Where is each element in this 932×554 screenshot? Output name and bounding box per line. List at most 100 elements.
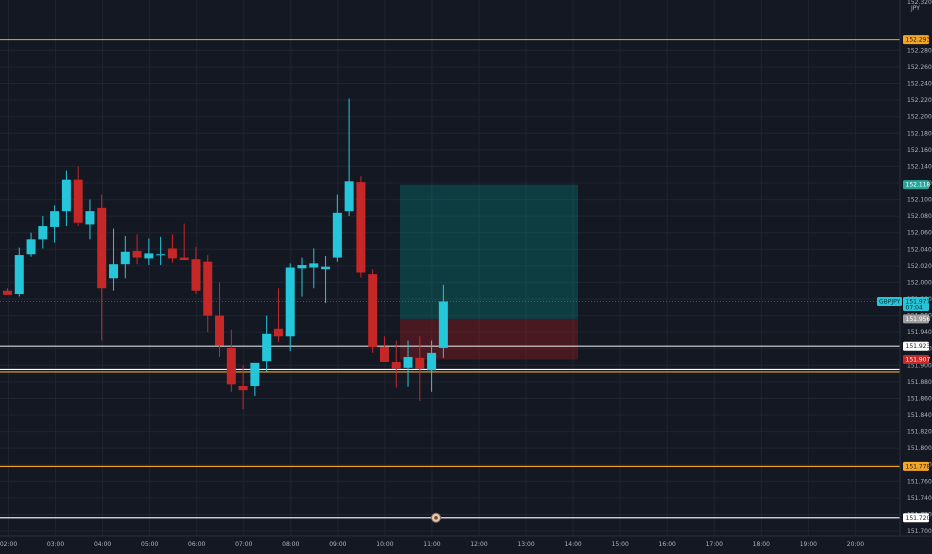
candle-body-down: [203, 261, 213, 316]
price-axis-tick-label: 151.700: [907, 528, 932, 535]
candle-body-up: [26, 239, 36, 255]
candle-body-down: [191, 259, 201, 291]
candle-body-down: [379, 347, 389, 362]
candle-body-up: [156, 254, 166, 256]
candle-body-up: [297, 265, 307, 269]
entry-price-tag-bg: [903, 314, 929, 324]
profit-zone: [400, 184, 578, 319]
price-axis-tick-label: 151.760: [907, 478, 932, 485]
symbol-tag: GBPJPY: [879, 298, 901, 305]
candle-body-down: [167, 248, 177, 259]
candle-body-down: [415, 357, 425, 369]
time-axis-label: 03:00: [47, 541, 64, 548]
price-axis-tick-label: 152.020: [907, 263, 932, 270]
price-axis-top-label: 152.320: [907, 0, 932, 6]
stop-price-tag: 151.907: [906, 356, 931, 363]
candle-body-down: [226, 347, 236, 385]
countdown-label: 07:04: [906, 304, 923, 311]
price-axis-tick-label: 151.820: [907, 429, 932, 436]
currency-label: JPY: [910, 5, 920, 12]
candle-body-down: [97, 207, 107, 289]
time-axis-label: 11:00: [423, 541, 440, 548]
candle-body-up: [438, 301, 448, 348]
time-axis-label: 05:00: [141, 541, 158, 548]
time-axis-label: 17:00: [706, 541, 723, 548]
candle-body-up: [262, 333, 272, 362]
price-axis-tick-label: 152.140: [907, 163, 932, 170]
price-axis-tick-label: 152.160: [907, 147, 932, 154]
price-axis-tick-label: 152.060: [907, 230, 932, 237]
time-axis-label: 20:00: [847, 541, 864, 548]
candle-body-up: [85, 211, 95, 225]
price-axis-tick-label: 151.940: [907, 329, 932, 336]
candle-body-up: [403, 357, 413, 368]
target-price-tag: 152.118: [906, 182, 931, 189]
level-price-tag-bg: [903, 513, 929, 523]
time-axis-label: 19:00: [800, 541, 817, 548]
time-axis-label: 02:00: [0, 541, 17, 548]
candle-body-up: [14, 255, 24, 295]
candle-body-down: [215, 315, 225, 346]
current-price-tag: 151.977: [906, 298, 931, 305]
candle-body-up: [144, 253, 154, 259]
candle-body-up: [332, 212, 342, 258]
loss-zone: [400, 318, 578, 360]
price-axis-tick-label: 152.200: [907, 114, 932, 121]
target-price-tag-bg: [903, 180, 929, 190]
candle-body-up: [120, 251, 130, 265]
price-axis-tick-label: 152.040: [907, 246, 932, 253]
candle-body-down: [132, 250, 142, 258]
level-price-tag-bg: [903, 341, 929, 351]
candle-body-up: [321, 266, 331, 270]
candle-body-down: [179, 257, 189, 261]
level-price-tag: 151.720: [906, 515, 931, 522]
time-axis-label: 15:00: [612, 541, 629, 548]
price-axis-tick-label: 151.900: [907, 362, 932, 369]
candle-body-up: [427, 352, 437, 371]
time-axis-label: 06:00: [188, 541, 205, 548]
price-axis-tick-label: 152.220: [907, 97, 932, 104]
time-axis-label: 12:00: [470, 541, 487, 548]
candle-body-up: [50, 211, 60, 227]
candle-body-down: [391, 361, 401, 369]
candle-body-up: [61, 179, 71, 212]
candle-body-up: [38, 226, 48, 240]
candle-body-down: [238, 386, 248, 391]
symbol-tag-bg: [877, 296, 902, 306]
time-axis-label: 13:00: [517, 541, 534, 548]
candle-body-up: [250, 362, 260, 387]
time-axis-label: 10:00: [376, 541, 393, 548]
candle-body-down: [356, 182, 366, 273]
level-price-tag-bg: [903, 35, 929, 45]
current-price-tag-bg: [903, 296, 929, 311]
candle-body-up: [285, 267, 295, 337]
price-axis-tick-label: 152.280: [907, 47, 932, 54]
time-axis-label: 09:00: [329, 541, 346, 548]
time-axis-label: 14:00: [564, 541, 581, 548]
time-axis-label: 07:00: [235, 541, 252, 548]
price-axis-tick-label: 152.240: [907, 81, 932, 88]
candle-body-down: [368, 274, 378, 348]
price-axis-tick-label: 152.180: [907, 130, 932, 137]
price-axis-tick-label: 151.860: [907, 395, 932, 402]
level-price-tag-bg: [903, 461, 929, 471]
price-axis-tick-label: 152.260: [907, 64, 932, 71]
level-price-tag: 151.778: [906, 463, 931, 470]
alert-marker-dot-icon: [434, 515, 438, 520]
level-price-tag: 151.923: [906, 343, 931, 350]
time-axis-label: 18:00: [753, 541, 770, 548]
candle-body-down: [73, 179, 83, 223]
price-axis-tick-label: 152.000: [907, 279, 932, 286]
candle-body-down: [3, 290, 12, 295]
price-axis-tick-label: 152.100: [907, 197, 932, 204]
level-price-tag: 152.293: [906, 37, 931, 44]
candle-body-up: [309, 263, 319, 268]
candle-body-up: [109, 264, 119, 279]
price-axis-tick-label: 151.840: [907, 412, 932, 419]
candle-body-down: [273, 328, 283, 337]
price-axis-tick-label: 151.800: [907, 445, 932, 452]
stop-price-tag-bg: [903, 354, 929, 364]
